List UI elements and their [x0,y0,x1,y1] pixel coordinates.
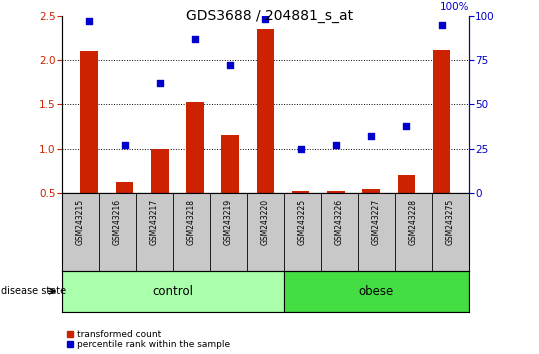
Text: 100%: 100% [439,2,469,12]
Text: GSM243216: GSM243216 [113,199,122,245]
Point [402,123,411,129]
Bar [398,175,415,193]
Bar [327,191,345,193]
Bar [362,188,380,193]
Bar [433,50,451,193]
Bar [257,29,274,193]
Bar [151,149,169,193]
Text: GSM243217: GSM243217 [150,199,159,245]
Bar [116,182,133,193]
Text: GSM243275: GSM243275 [446,199,455,245]
Text: GSM243228: GSM243228 [409,199,418,245]
Point [120,142,129,148]
Point [367,133,376,139]
Text: GSM243227: GSM243227 [372,199,381,245]
Text: GSM243215: GSM243215 [76,199,85,245]
Point [437,22,446,28]
Text: GSM243220: GSM243220 [261,199,270,245]
Text: GSM243225: GSM243225 [298,199,307,245]
Bar [62,271,284,312]
Text: control: control [153,285,194,298]
Legend: transformed count, percentile rank within the sample: transformed count, percentile rank withi… [66,330,231,349]
Text: GSM243226: GSM243226 [335,199,344,245]
Point [155,80,164,86]
Text: disease state: disease state [1,286,66,296]
Bar [80,51,98,193]
Text: GDS3688 / 204881_s_at: GDS3688 / 204881_s_at [186,9,353,23]
Text: GSM243218: GSM243218 [187,199,196,245]
Point [191,36,199,42]
Bar [292,191,309,193]
Point [226,63,234,68]
Text: obese: obese [359,285,394,298]
Bar [186,102,204,193]
Bar [222,136,239,193]
Point [261,17,270,22]
Point [296,146,305,152]
Point [331,142,340,148]
Point [85,18,94,24]
Text: GSM243219: GSM243219 [224,199,233,245]
Bar [284,271,469,312]
